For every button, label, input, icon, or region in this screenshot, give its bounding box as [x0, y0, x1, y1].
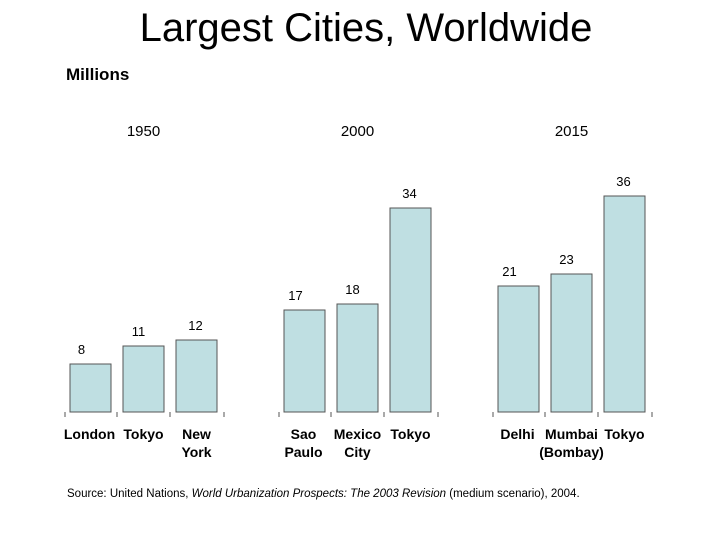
group-label: 2000 — [341, 123, 374, 140]
bar — [69, 363, 112, 413]
category-label: London — [64, 426, 115, 442]
category-label: Mexico — [334, 426, 381, 442]
data-label: 23 — [559, 252, 573, 267]
category-label: New — [182, 426, 211, 442]
group-label: 2015 — [555, 123, 588, 140]
bar — [389, 207, 432, 413]
chart-title: Largest Cities, Worldwide — [139, 6, 593, 50]
category-label: (Bombay) — [539, 444, 604, 460]
source-note: Source: United Nations, World Urbanizati… — [67, 488, 580, 500]
data-label: 18 — [345, 282, 359, 297]
data-label: 21 — [502, 264, 516, 279]
bar — [283, 309, 326, 413]
data-label: 11 — [132, 324, 146, 339]
source-publication: World Urbanization Prospects: The 2003 R… — [191, 488, 447, 500]
data-label: 8 — [78, 342, 85, 357]
data-label: 36 — [616, 174, 630, 189]
group-label: 1950 — [127, 123, 160, 140]
bar — [122, 345, 165, 413]
data-label: 17 — [288, 288, 302, 303]
source-suffix: (medium scenario), 2004. — [446, 488, 580, 500]
category-label: Delhi — [500, 426, 534, 442]
units-label: Millions — [66, 65, 130, 84]
bar — [175, 339, 218, 413]
category-label: Tokyo — [390, 426, 430, 442]
category-label: Sao — [291, 426, 317, 442]
data-label: 34 — [402, 186, 416, 201]
data-label: 12 — [188, 318, 202, 333]
category-label: York — [181, 444, 211, 460]
category-label: Paulo — [284, 444, 322, 460]
bar — [336, 303, 379, 413]
bar — [550, 273, 593, 413]
category-label: Mumbai — [545, 426, 598, 442]
bar — [603, 195, 646, 413]
category-label: Tokyo — [604, 426, 644, 442]
category-label: City — [344, 444, 371, 460]
bar — [497, 285, 540, 413]
category-label: Tokyo — [123, 426, 163, 442]
source-prefix: Source: United Nations, — [67, 488, 192, 500]
